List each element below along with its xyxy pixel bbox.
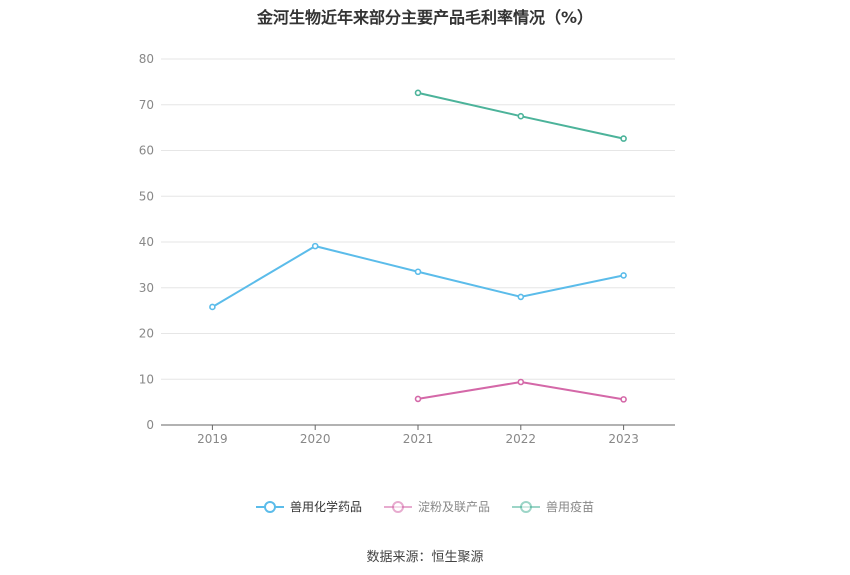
y-tick-label: 80 <box>139 52 154 66</box>
y-tick-label: 0 <box>146 418 154 432</box>
data-point <box>517 112 525 120</box>
legend-swatch <box>512 500 540 513</box>
data-point <box>414 89 422 97</box>
data-point <box>517 378 525 386</box>
legend-label: 淀粉及联产品 <box>417 500 490 514</box>
y-tick-label: 60 <box>139 144 154 158</box>
x-tick-label: 2022 <box>506 432 537 446</box>
data-point <box>209 303 216 311</box>
y-tick-label: 70 <box>139 98 154 112</box>
y-tick-label: 40 <box>139 235 154 249</box>
data-point <box>620 135 627 142</box>
data-point <box>414 268 422 276</box>
y-tick-label: 30 <box>139 281 154 295</box>
y-tick-label: 20 <box>139 327 154 341</box>
data-point <box>517 293 525 301</box>
series-line-0 <box>211 245 624 308</box>
data-point <box>620 396 627 403</box>
legend-swatch <box>255 500 284 513</box>
data-source: 数据来源：恒生聚源 <box>366 550 484 565</box>
legend-label: 兽用疫苗 <box>546 500 595 514</box>
series-layer <box>209 89 627 403</box>
legend-label: 兽用化学药品 <box>289 500 362 514</box>
data-point <box>620 272 627 279</box>
legend-swatch <box>383 500 412 513</box>
data-point <box>311 242 319 250</box>
legend-item[interactable]: 淀粉及联产品 <box>383 498 490 515</box>
axis-layer: 0 10 20 30 40 50 60 70 80 2019 2020 2021 2022 2023 <box>139 52 675 446</box>
x-tick-label: 2019 <box>197 432 228 446</box>
legend-item[interactable]: 兽用化学药品 <box>255 498 362 515</box>
x-tick-label: 2020 <box>300 432 331 446</box>
x-tick-label: 2023 <box>608 432 639 446</box>
legend: 兽用化学药品 淀粉及联产品 兽用疫苗 <box>0 498 850 515</box>
legend-item[interactable]: 兽用疫苗 <box>512 498 594 515</box>
chart-title: 金河生物近年来部分主要产品毛利率情况（%） <box>256 8 594 27</box>
y-tick-label: 10 <box>139 372 154 386</box>
grid-layer <box>161 58 675 380</box>
data-point <box>414 395 422 403</box>
x-tick-label: 2021 <box>403 432 434 446</box>
y-tick-label: 50 <box>139 189 154 203</box>
